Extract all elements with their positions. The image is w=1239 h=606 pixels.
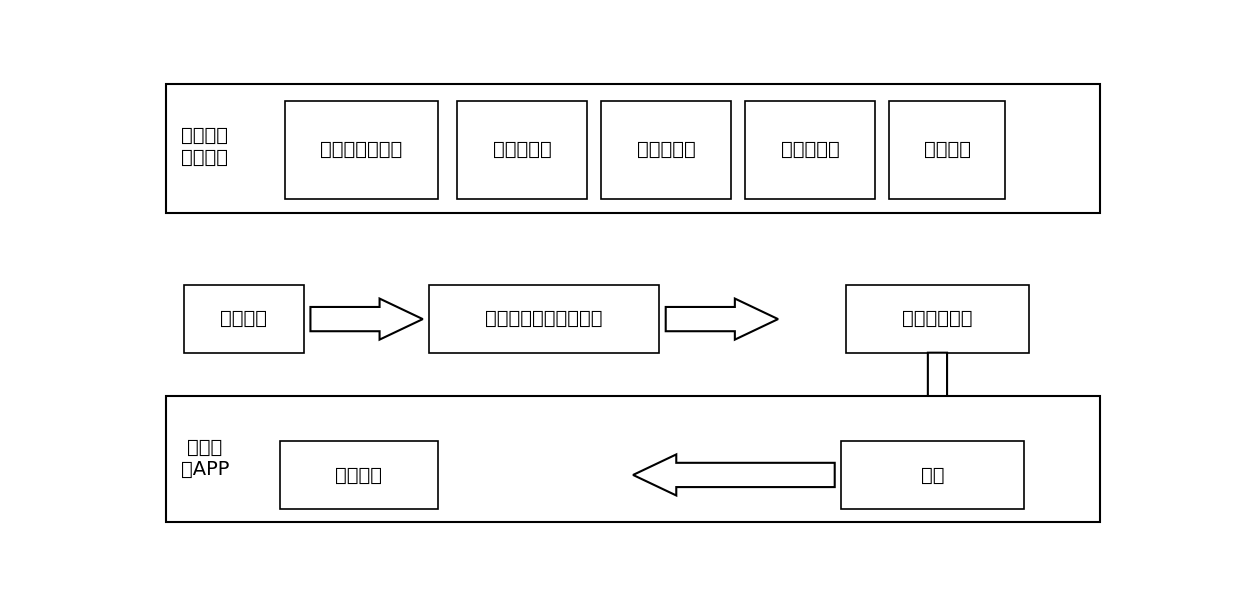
Text: 反向电量: 反向电量 — [923, 140, 970, 159]
Text: 接单: 接单 — [921, 465, 944, 485]
Text: 电能表示值不平: 电能表示值不平 — [320, 140, 403, 159]
Polygon shape — [311, 299, 422, 339]
Bar — [285, 101, 439, 199]
Polygon shape — [912, 353, 963, 425]
Polygon shape — [633, 454, 835, 496]
Bar — [841, 441, 1023, 509]
Bar — [890, 101, 1005, 199]
Bar — [429, 285, 659, 353]
Text: 计量异常工单: 计量异常工单 — [902, 309, 973, 328]
Text: 移动作
业APP: 移动作 业APP — [181, 438, 229, 479]
Text: 计量异常
分析模型: 计量异常 分析模型 — [181, 126, 228, 167]
Text: 电能表停走: 电能表停走 — [781, 140, 840, 159]
Polygon shape — [665, 299, 778, 339]
Bar — [183, 285, 304, 353]
Text: 电能表倒走: 电能表倒走 — [493, 140, 551, 159]
Bar — [746, 101, 875, 199]
Bar — [280, 441, 439, 509]
Text: 电能表飞走: 电能表飞走 — [637, 140, 695, 159]
Text: 工单处理: 工单处理 — [336, 465, 383, 485]
Bar — [601, 101, 731, 199]
Bar — [166, 84, 1100, 213]
Bar — [166, 396, 1100, 522]
Bar — [846, 285, 1028, 353]
Text: 计量异常自动诊断功能: 计量异常自动诊断功能 — [484, 309, 602, 328]
Text: 数据治理: 数据治理 — [221, 309, 268, 328]
Bar — [457, 101, 587, 199]
